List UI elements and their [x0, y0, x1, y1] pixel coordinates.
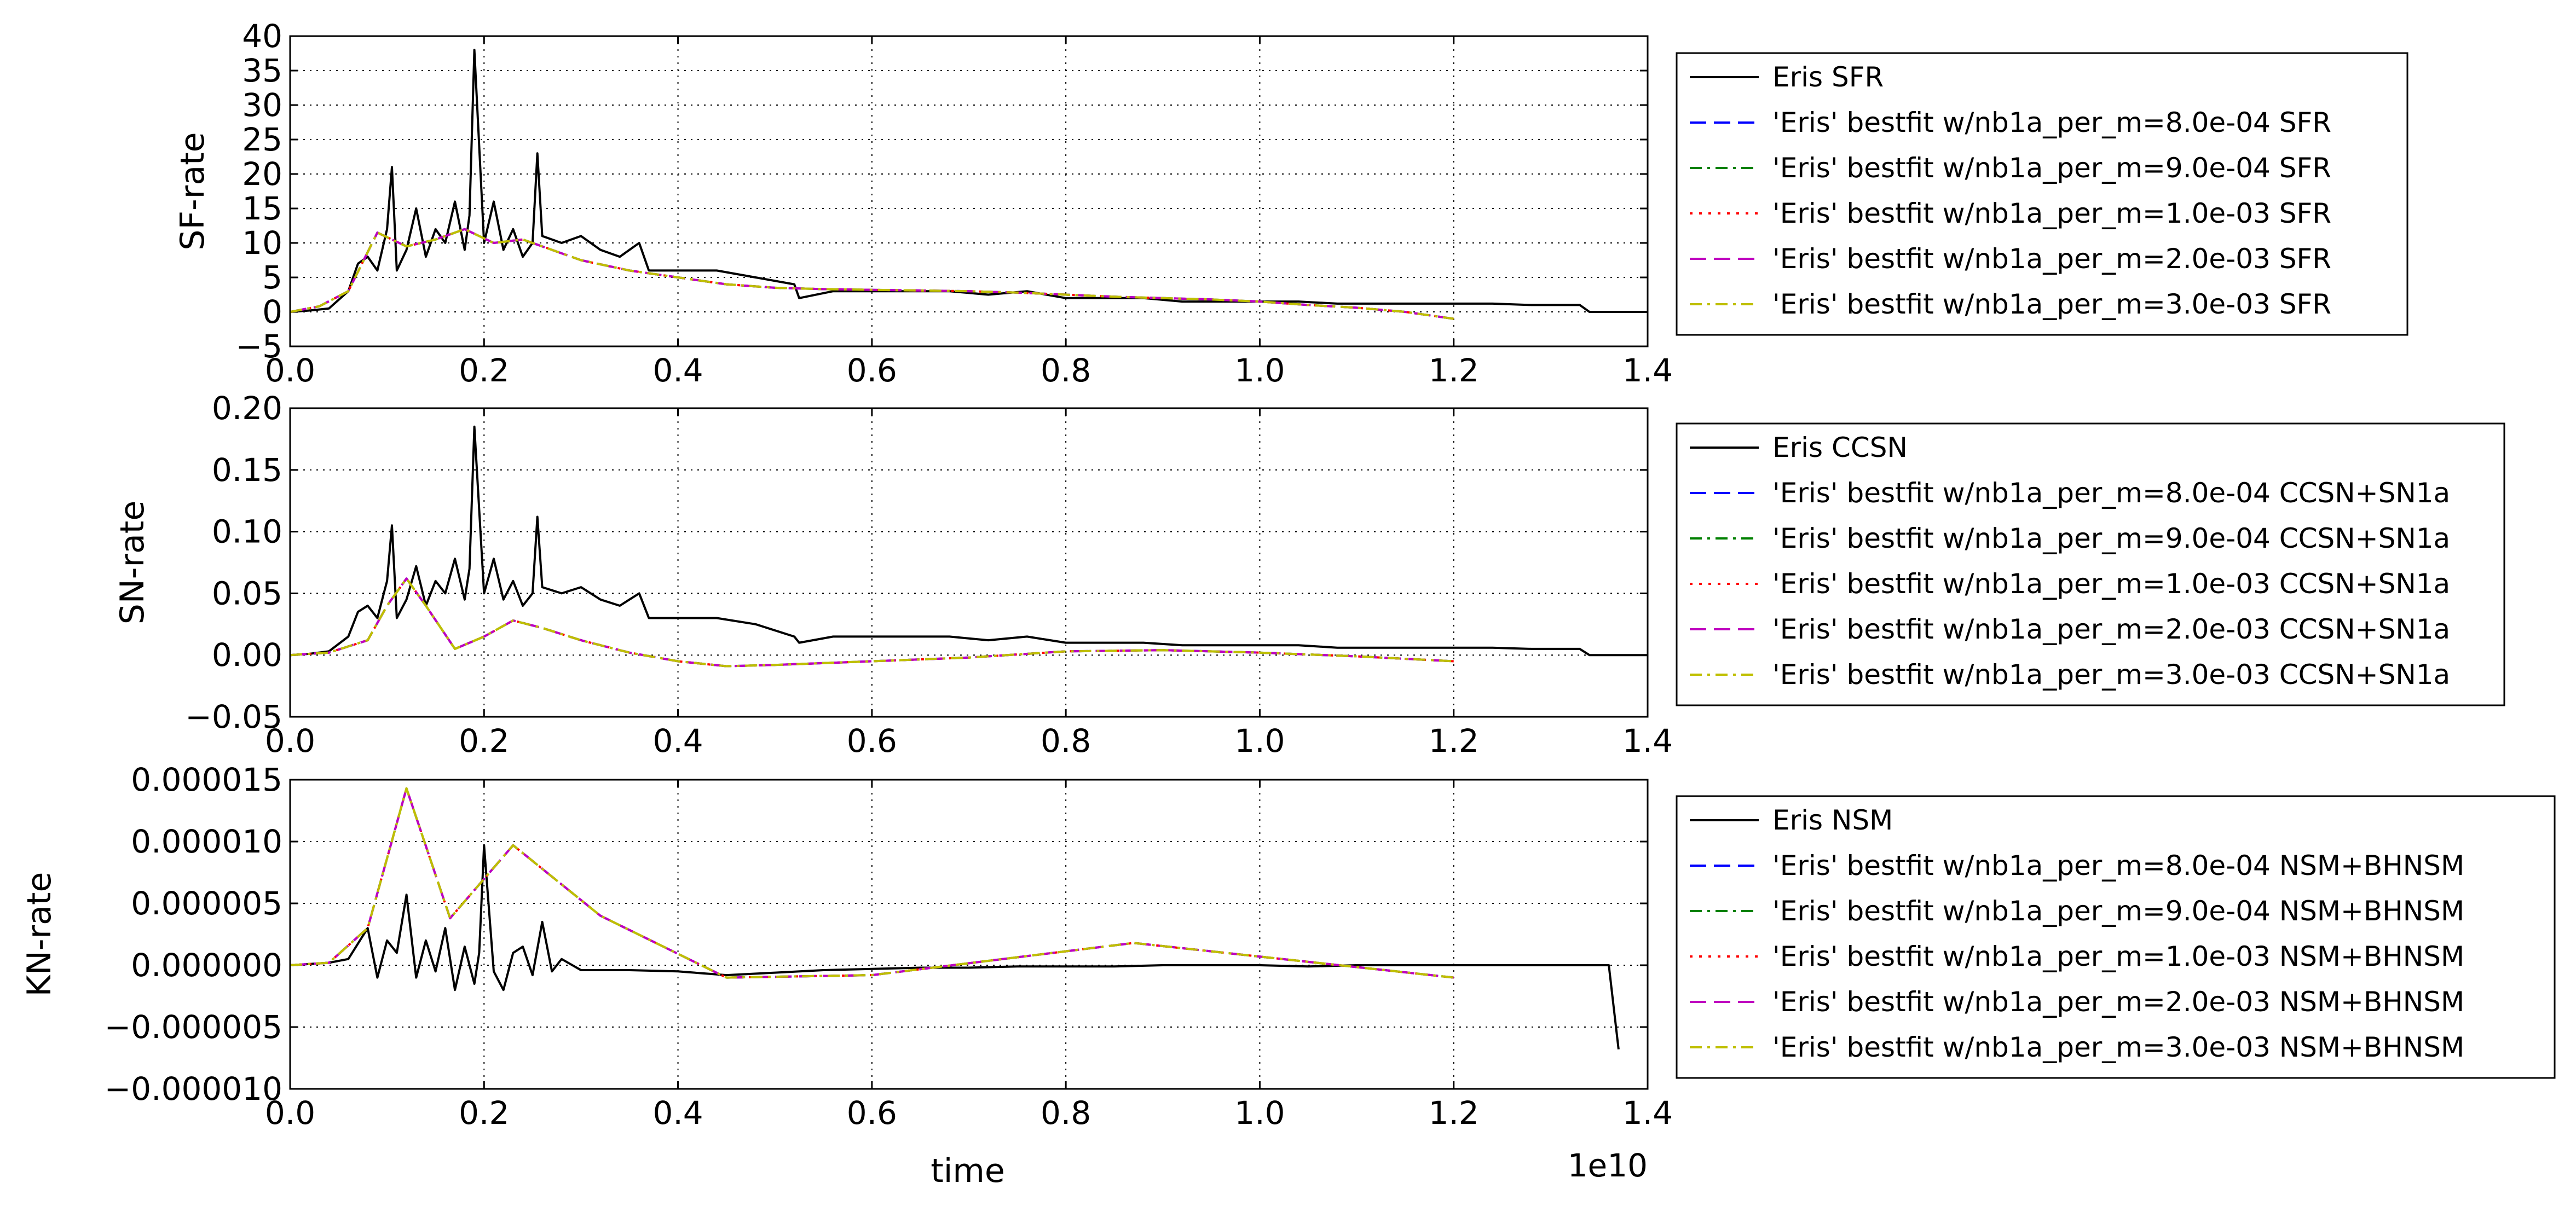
y-tick-label: 30 — [242, 86, 282, 124]
x-tick-label: 0.4 — [652, 352, 703, 389]
y-tick-label: 40 — [242, 18, 282, 55]
legend-label: 'Eris' bestfit w/nb1a_per_m=1.0e-03 SFR — [1772, 198, 2331, 229]
x-tick-label: 0.8 — [1041, 722, 1091, 759]
legend-label: 'Eris' bestfit w/nb1a_per_m=2.0e-03 SFR — [1772, 243, 2331, 275]
legend-label: 'Eris' bestfit w/nb1a_per_m=2.0e-03 CCSN… — [1772, 613, 2450, 645]
x-tick-label: 0.2 — [459, 352, 509, 389]
x-tick-label: 1.0 — [1234, 352, 1285, 389]
legend-label: Eris NSM — [1772, 804, 1893, 836]
x-tick-label: 0.0 — [265, 722, 315, 759]
y-tick-label: 0.10 — [212, 513, 282, 550]
y-axis-label: SF-rate — [174, 132, 212, 250]
x-tick-label: 0.0 — [265, 352, 315, 389]
y-tick-label: 20 — [242, 155, 282, 193]
panel-2: 0.0 0.2 0.4 0.6 0.8 1.0 1.2 1.4 0.20 0.15 0.10 0.05… — [113, 390, 2505, 759]
x-tick-label: 0.6 — [847, 722, 897, 759]
y-tick-label: 0 — [262, 293, 282, 330]
y-tick-label: 0.15 — [212, 451, 282, 489]
y-tick-label: −0.000005 — [105, 1008, 282, 1046]
x-tick-label: 1.2 — [1429, 1094, 1479, 1132]
legend-label: 'Eris' bestfit w/nb1a_per_m=9.0e-04 NSM+… — [1772, 895, 2464, 927]
x-axis-label: time — [931, 1152, 1005, 1190]
legend-label: 'Eris' bestfit w/nb1a_per_m=1.0e-03 CCSN… — [1772, 568, 2450, 600]
legend: Eris CCSN 'Eris' bestfit w/nb1a_per_m=8.0… — [1676, 422, 2505, 706]
y-tick-label: 0.00 — [212, 636, 282, 674]
series-line-1 — [290, 844, 1620, 1049]
y-tick-label: 0.000015 — [131, 761, 282, 798]
x-tick-label: 1.2 — [1429, 722, 1479, 759]
x-tick-label: 0.6 — [847, 352, 897, 389]
x-tick-label: 1.0 — [1234, 1094, 1285, 1132]
plot-frame — [289, 407, 1649, 718]
legend: Eris NSM 'Eris' bestfit w/nb1a_per_m=8.0e… — [1676, 795, 2556, 1079]
legend-label: 'Eris' bestfit w/nb1a_per_m=3.0e-03 NSM+… — [1772, 1031, 2464, 1063]
x-tick-label: 1.2 — [1429, 352, 1479, 389]
legend-label: 'Eris' bestfit w/nb1a_per_m=9.0e-04 CCSN… — [1772, 523, 2450, 554]
legend-label: 'Eris' bestfit w/nb1a_per_m=1.0e-03 NSM+… — [1772, 941, 2464, 972]
y-axis-label: SN-rate — [113, 501, 152, 625]
legend-label: 'Eris' bestfit w/nb1a_per_m=8.0e-04 NSM+… — [1772, 850, 2464, 882]
y-tick-label: 0.000005 — [131, 885, 282, 922]
legend-label: Eris SFR — [1772, 61, 1884, 93]
y-tick-label: 0.000000 — [131, 947, 282, 984]
x-tick-label: 1.4 — [1622, 1094, 1673, 1132]
y-tick-label: 0.000010 — [131, 823, 282, 860]
y-tick-label: 35 — [242, 52, 282, 89]
legend-label: 'Eris' bestfit w/nb1a_per_m=3.0e-03 CCSN… — [1772, 659, 2450, 691]
series-line-6 — [290, 577, 1454, 668]
panel-1: 0.0 0.2 0.4 0.6 0.8 1.0 1.2 1.4 4035302520151050… — [174, 18, 2408, 389]
x-offset-label: 1e10 — [1568, 1147, 1648, 1184]
series-line-1 — [290, 425, 1648, 657]
legend-label: 'Eris' bestfit w/nb1a_per_m=9.0e-04 SFR — [1772, 152, 2331, 184]
legend-label: 'Eris' bestfit w/nb1a_per_m=8.0e-04 CCSN… — [1772, 477, 2450, 509]
series-line-1 — [290, 49, 1648, 313]
x-tick-label: 0.0 — [265, 1094, 315, 1132]
x-tick-label: 0.8 — [1041, 1094, 1091, 1132]
series-line-5 — [290, 228, 1454, 320]
x-tick-label: 0.8 — [1041, 352, 1091, 389]
y-tick-label: 0.20 — [212, 390, 282, 427]
y-tick-label: 5 — [262, 259, 282, 296]
panel-3: 0.0 0.2 0.4 0.6 0.8 1.0 1.2 1.4 0.000015 0.000010… — [20, 761, 2556, 1132]
y-tick-label: 15 — [242, 190, 282, 227]
x-tick-label: 0.4 — [652, 722, 703, 759]
x-tick-label: 1.0 — [1234, 722, 1285, 759]
plot-frame — [289, 35, 1649, 347]
legend-label: 'Eris' bestfit w/nb1a_per_m=8.0e-04 SFR — [1772, 107, 2331, 138]
x-tick-label: 0.4 — [652, 1094, 703, 1132]
x-tick-label: 0.2 — [459, 1094, 509, 1132]
legend-label: 'Eris' bestfit w/nb1a_per_m=2.0e-03 NSM+… — [1772, 986, 2464, 1018]
y-tick-label: 0.05 — [212, 575, 282, 612]
x-tick-label: 0.6 — [847, 1094, 897, 1132]
y-tick-label: −5 — [236, 328, 283, 365]
legend-label: 'Eris' bestfit w/nb1a_per_m=3.0e-03 SFR — [1772, 288, 2331, 320]
y-axis-label: KN-rate — [20, 872, 59, 997]
plot-frame — [289, 779, 1649, 1090]
x-tick-label: 1.4 — [1622, 722, 1673, 759]
legend: Eris SFR 'Eris' bestfit w/nb1a_per_m=8.0e… — [1676, 52, 2408, 336]
series-line-6 — [290, 787, 1454, 979]
x-tick-label: 0.2 — [459, 722, 509, 759]
y-tick-label: −0.05 — [185, 698, 282, 735]
legend-label: Eris CCSN — [1772, 432, 1908, 463]
x-tick-label: 1.4 — [1622, 352, 1673, 389]
y-tick-label: 25 — [242, 121, 282, 158]
y-tick-label: 10 — [242, 224, 282, 262]
y-tick-label: −0.000010 — [105, 1070, 282, 1107]
